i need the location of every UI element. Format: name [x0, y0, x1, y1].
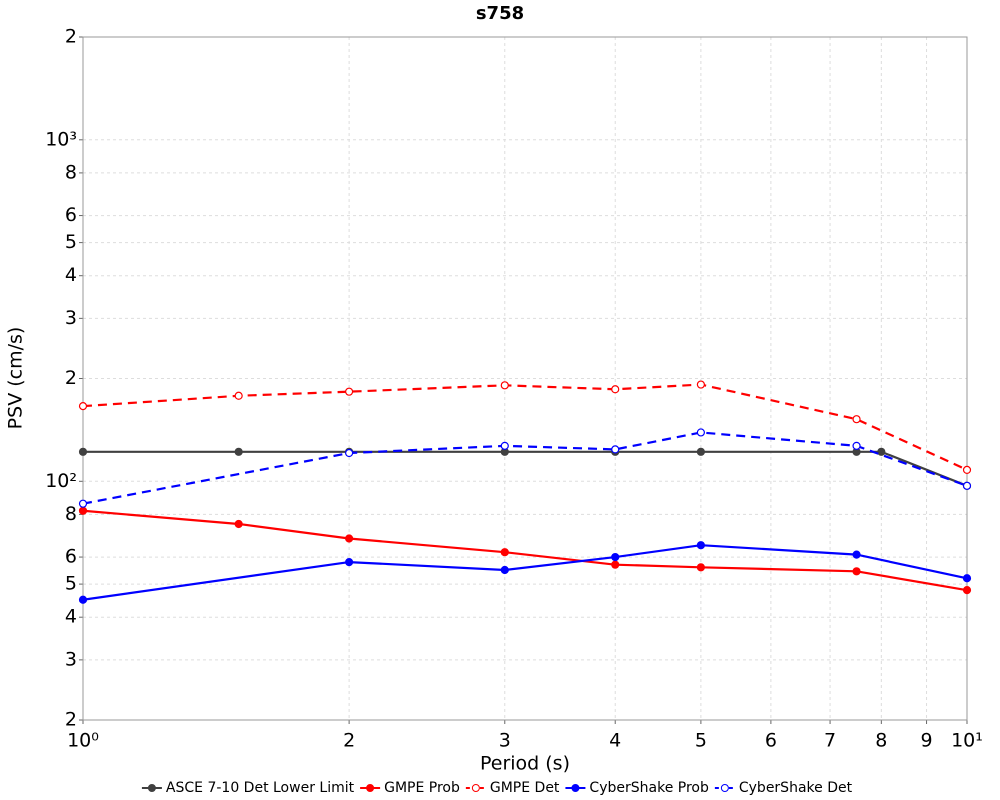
- x-tick-label: 3: [499, 730, 511, 752]
- data-point: [962, 574, 972, 583]
- data-point: [962, 481, 972, 490]
- y-tick-label: 3: [65, 648, 77, 670]
- data-point: [962, 586, 972, 595]
- data-point: [500, 565, 509, 575]
- series-line: [82, 509, 968, 592]
- data-point: [500, 441, 509, 450]
- y-tick-label: 2: [65, 709, 77, 731]
- y-tick-label: 8: [65, 503, 77, 525]
- data-point: [696, 541, 705, 550]
- x-tick-label: 2: [343, 730, 355, 752]
- data-point: [500, 548, 509, 557]
- data-point: [345, 387, 354, 396]
- data-point: [962, 465, 972, 474]
- y-tick-label: 6: [65, 204, 77, 226]
- data-point: [345, 534, 354, 543]
- data-point: [234, 447, 243, 456]
- data-point: [500, 381, 509, 390]
- y-tick-label: 4: [65, 264, 77, 286]
- data-point: [696, 428, 705, 437]
- data-point: [696, 447, 705, 456]
- y-tick-label: 2: [65, 367, 77, 389]
- plot-area: [82, 36, 968, 721]
- legend-marker: [720, 784, 729, 792]
- legend-marker: [571, 784, 580, 792]
- data-point: [611, 385, 620, 394]
- data-point: [611, 445, 620, 454]
- y-tick-label: 2: [65, 26, 77, 48]
- plot-border: [82, 36, 968, 721]
- data-point: [345, 557, 354, 567]
- data-point: [611, 560, 620, 569]
- data-point: [78, 499, 88, 508]
- data-point: [234, 519, 243, 529]
- data-point: [345, 448, 354, 458]
- data-point: [877, 447, 886, 456]
- data-point: [852, 550, 861, 559]
- legend-marker: [366, 784, 375, 792]
- data-point: [234, 391, 243, 400]
- x-tick-label: 7: [824, 730, 836, 752]
- legend-label: GMPE Prob: [384, 780, 460, 796]
- data-point: [78, 402, 88, 411]
- data-point: [78, 595, 88, 604]
- y-tick-label: 5: [65, 231, 77, 253]
- y-tick-label: 5: [65, 573, 77, 595]
- data-point: [78, 506, 88, 515]
- data-point: [852, 441, 861, 450]
- y-tick-label: 8: [65, 161, 77, 183]
- legend: ASCE 7-10 Det Lower Limit GMPE Prob GMPE D…: [141, 780, 853, 796]
- y-tick-label: 10³: [45, 128, 77, 150]
- data-point: [696, 380, 705, 389]
- y-axis-label: PSV (cm/s): [5, 327, 27, 430]
- chart-title: s758: [476, 3, 524, 24]
- x-tick-label: 9: [921, 730, 933, 752]
- data-point: [852, 415, 861, 424]
- y-tick-label: 4: [65, 606, 77, 628]
- x-axis-label: Period (s): [480, 753, 570, 775]
- x-tick-label: 10⁰: [67, 730, 99, 752]
- y-tick-label: 10²: [45, 470, 77, 492]
- x-tick-label: 4: [609, 730, 621, 752]
- legend-label: GMPE Det: [490, 780, 560, 796]
- data-point: [696, 563, 705, 572]
- legend-label: ASCE 7-10 Det Lower Limit: [166, 780, 355, 796]
- x-tick-label: 6: [765, 730, 777, 752]
- data-point: [852, 567, 861, 576]
- x-tick-label: 5: [695, 730, 707, 752]
- legend-label: CyberShake Prob: [589, 780, 709, 796]
- legend-label: CyberShake Det: [739, 780, 853, 796]
- legend-marker: [471, 784, 480, 792]
- x-tick-label: 8: [875, 730, 887, 752]
- data-point: [78, 447, 88, 456]
- series-line: [82, 383, 968, 471]
- y-tick-label: 6: [65, 546, 77, 568]
- data-point: [611, 552, 620, 562]
- legend-marker: [147, 784, 156, 792]
- x-tick-label: 10¹: [951, 730, 983, 752]
- y-tick-label: 3: [65, 307, 77, 329]
